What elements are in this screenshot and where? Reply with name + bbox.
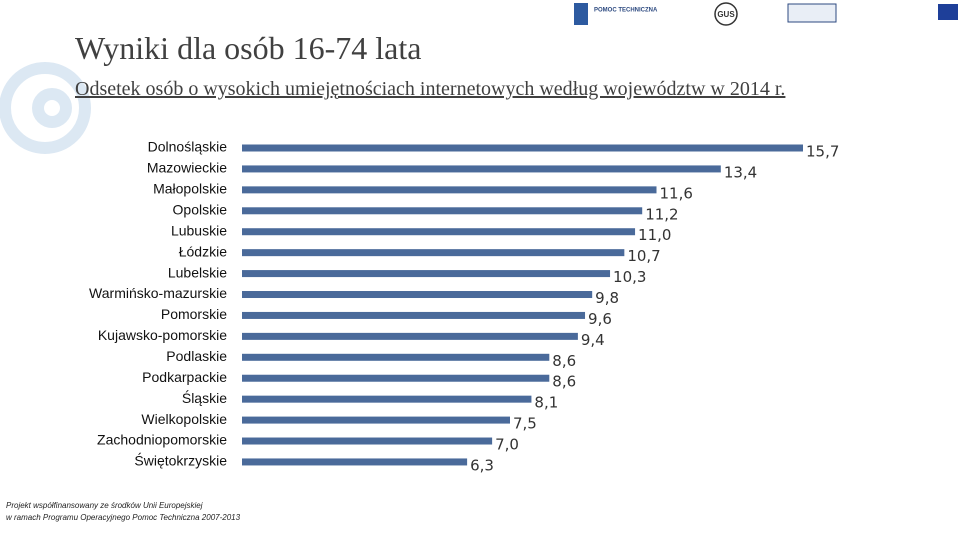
subtitle: Odsetek osób o wysokich umiejętnościach … [75,78,786,100]
category-label: Warmińsko-mazurskie [89,285,227,301]
value-label: 6,3 [470,456,494,474]
category-label: Lubelskie [168,264,227,280]
value-label: 8,6 [552,373,576,391]
category-label: Małopolskie [153,181,227,197]
bar [242,228,636,236]
category-label: Łódzkie [179,243,227,259]
bar [242,270,611,278]
bar [242,186,657,194]
bar [242,374,550,382]
value-label: 7,0 [495,436,519,454]
value-label: 10,7 [627,247,660,265]
category-label: Wielkopolskie [141,411,227,427]
value-label: 10,3 [613,268,646,286]
value-label: 15,7 [806,143,839,161]
value-label: 9,6 [588,310,612,328]
category-label: Podlaskie [166,348,227,364]
logo-mark [787,3,837,23]
category-label: Świętokrzyskie [134,452,227,469]
value-label: 7,5 [513,415,537,433]
logos: POMOC TECHNICZNA GUS [574,2,958,26]
category-label: Lubuskie [171,222,227,238]
value-label: 11,6 [659,184,692,202]
value-label: 11,2 [645,205,678,223]
bar [242,311,586,319]
category-label: Kujawsko-pomorskie [98,327,227,343]
logo-mark [714,2,738,26]
value-label: 8,1 [534,394,558,412]
logo-mark [938,4,958,20]
bar [242,291,593,299]
bar [242,249,625,257]
category-label: Opolskie [173,201,228,217]
title: Wyniki dla osób 16-74 lata [75,30,422,66]
value-label: 9,4 [581,331,605,349]
bar [242,144,803,152]
category-label: Podkarpackie [142,369,227,385]
value-label: 11,0 [638,226,671,244]
footer-line: Projekt współfinansowany ze środków Unii… [6,501,203,510]
bar [242,332,578,340]
bar [242,207,643,215]
category-label: Pomorskie [161,306,227,322]
value-label: 8,6 [552,352,576,370]
footer: Projekt współfinansowany ze środków Unii… [6,500,240,524]
logo-text: GUS [717,10,735,19]
category-label: Mazowieckie [147,160,227,176]
footer-line: w ramach Programu Operacyjnego Pomoc Tec… [6,513,241,522]
bar [242,416,510,424]
at-decoration [0,62,91,154]
bar [242,165,721,173]
bar [242,353,550,361]
category-label: Dolnośląskie [148,139,228,155]
category-label: Śląskie [182,389,227,406]
value-label: 13,4 [724,163,757,181]
logo-mark [574,3,588,25]
bar [242,395,532,403]
logo-text: POMOC TECHNICZNA [594,8,658,14]
value-label: 9,8 [595,289,619,307]
category-label: Zachodniopomorskie [97,432,227,448]
bar [242,437,493,445]
bar [242,458,468,466]
